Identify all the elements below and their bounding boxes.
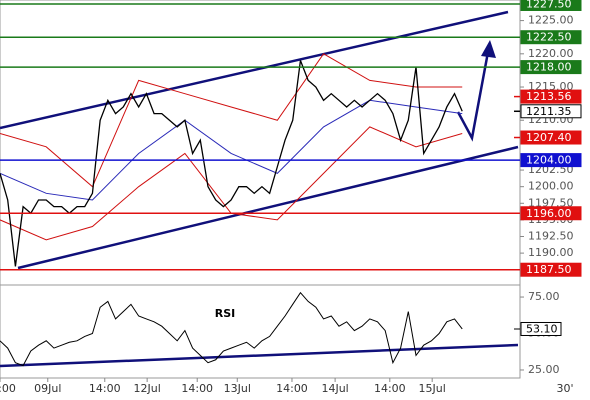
- x-tick-label: 15Jul: [419, 382, 446, 395]
- forecast-arrow: [456, 51, 490, 142]
- rsi-trendline: [0, 343, 519, 368]
- y-tick-label: 1192.50: [528, 230, 574, 243]
- level-box: [520, 206, 582, 221]
- level-box: [520, 130, 582, 145]
- level-label: 1211.35: [526, 105, 572, 118]
- indicator-line: [0, 53, 463, 188]
- level-label: 1213.56: [526, 90, 572, 103]
- y-tick-label: 1190.00: [528, 246, 574, 259]
- level-box: [520, 262, 582, 277]
- x-tick-label: 13Jul: [224, 382, 251, 395]
- rsi-tick-label: 75.00: [528, 290, 560, 303]
- level-label: 1187.50: [526, 263, 572, 276]
- rsi-title: RSI: [215, 307, 236, 320]
- level-label: 1218.00: [526, 61, 572, 74]
- level-box: [520, 0, 582, 11]
- level-label: 1222.50: [526, 31, 572, 44]
- level-label: 1227.50: [526, 0, 572, 10]
- level-label: 1196.00: [526, 207, 572, 220]
- level-label: 1204.00: [526, 154, 572, 167]
- y-tick-label: 1220.00: [528, 47, 574, 60]
- level-box: [520, 104, 582, 119]
- level-box: [520, 153, 582, 168]
- level-box: [520, 89, 582, 104]
- rsi-tick-label: 25.00: [528, 363, 560, 376]
- x-tick-label: 14:00: [374, 382, 406, 395]
- channel-upper: [0, 10, 509, 130]
- channel-lower: [17, 145, 519, 270]
- level-label: 1207.40: [526, 131, 572, 144]
- y-tick-label: 1200.00: [528, 180, 574, 193]
- rsi-last-box: [520, 321, 562, 336]
- x-tick-label: 14:00: [181, 382, 213, 395]
- level-box: [520, 30, 582, 45]
- rsi-last-label: 53.10: [526, 322, 558, 335]
- x-tick-label: 14:00: [0, 382, 16, 395]
- indicator-line: [0, 99, 463, 201]
- timeframe: 30': [556, 382, 573, 395]
- rsi-line: [0, 291, 463, 367]
- x-tick-label: 12Jul: [134, 382, 161, 395]
- y-tick-label: 1225.00: [528, 14, 574, 27]
- level-box: [520, 60, 582, 75]
- price-line: [0, 60, 463, 267]
- x-tick-label: 14Jul: [321, 382, 348, 395]
- x-tick-label: 09Jul: [34, 382, 61, 395]
- y-tick-label: 1197.50: [528, 196, 574, 209]
- x-tick-label: 14:00: [89, 382, 121, 395]
- arrow-head: [481, 40, 496, 58]
- x-tick-label: 14:00: [276, 382, 308, 395]
